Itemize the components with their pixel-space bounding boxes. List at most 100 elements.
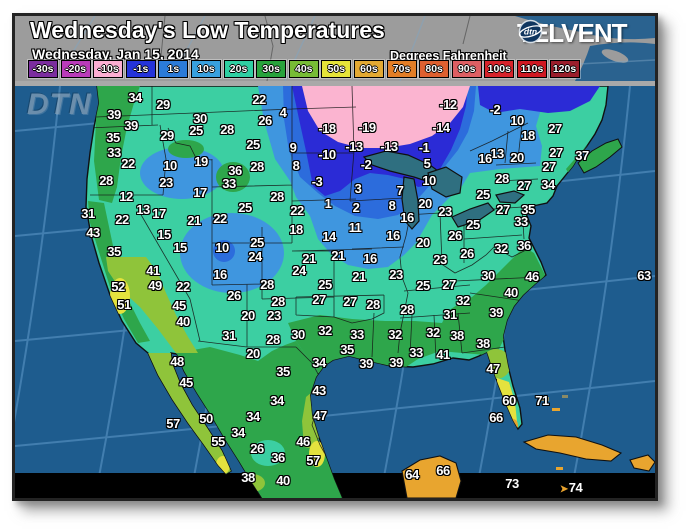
temp-label: 34 bbox=[231, 424, 245, 440]
temp-label: 21 bbox=[302, 250, 316, 266]
temp-label: 39 bbox=[124, 117, 138, 133]
temp-label: 31 bbox=[443, 306, 457, 322]
temp-label: 29 bbox=[156, 96, 170, 112]
temp-label: 9 bbox=[289, 139, 297, 155]
temp-label: 32 bbox=[318, 322, 332, 338]
temp-label: 33 bbox=[409, 344, 423, 360]
temp-label: 18 bbox=[289, 221, 303, 237]
temp-label: 37 bbox=[575, 147, 589, 163]
temp-label: 41 bbox=[146, 262, 160, 278]
temp-label: 38 bbox=[476, 335, 490, 351]
temp-label: 20 bbox=[241, 307, 255, 323]
temp-label: 26 bbox=[250, 440, 264, 456]
map-svg bbox=[15, 86, 655, 498]
temp-label: 32 bbox=[388, 326, 402, 342]
temp-label: 14 bbox=[322, 228, 336, 244]
temp-label: 63 bbox=[637, 267, 651, 283]
temp-label: 25 bbox=[250, 234, 264, 250]
temp-label: 33 bbox=[107, 144, 121, 160]
temp-label: 51 bbox=[117, 296, 131, 312]
temp-label: 27 bbox=[549, 144, 563, 160]
temp-label: 34 bbox=[246, 408, 260, 424]
temp-label: 26 bbox=[227, 287, 241, 303]
temp-label: 25 bbox=[476, 186, 490, 202]
temp-label: 57 bbox=[166, 415, 180, 431]
legend-item-30s: 30s bbox=[256, 60, 287, 78]
legend-item-110s: 110s bbox=[516, 60, 547, 78]
units-label: Degrees Fahrenheit bbox=[390, 49, 507, 63]
map-frame: Wednesday's Low Temperatures Wednesday, … bbox=[12, 13, 658, 501]
temp-label: 25 bbox=[416, 277, 430, 293]
temp-label: 22 bbox=[252, 91, 266, 107]
temp-label: 28 bbox=[270, 188, 284, 204]
temp-label: 33 bbox=[350, 326, 364, 342]
temperature-labels-layer: 34 29 22 39 30 26 39 28 25 29 35 25 33 19 22 10 28 36 28 23… bbox=[15, 86, 655, 498]
legend-item-40s: 40s bbox=[288, 60, 319, 78]
temp-label: -2 bbox=[489, 101, 501, 117]
temp-label: 38 bbox=[450, 327, 464, 343]
temp-label: 28 bbox=[495, 170, 509, 186]
temp-label: 39 bbox=[107, 106, 121, 122]
temp-label: -14 bbox=[432, 119, 450, 135]
temp-label: 22 bbox=[290, 202, 304, 218]
legend-item--10s: -10s bbox=[93, 60, 124, 78]
temp-label: 45 bbox=[172, 297, 186, 313]
temp-label: 21 bbox=[187, 212, 201, 228]
legend-item--1s: -1s bbox=[125, 60, 156, 78]
temp-label: -13 bbox=[345, 138, 363, 154]
legend-item-70s: 70s bbox=[386, 60, 417, 78]
temp-label: 60 bbox=[502, 392, 516, 408]
telvent-logo: TELVENT dtn bbox=[517, 18, 628, 49]
temp-label: 35 bbox=[521, 201, 535, 217]
temp-label: 43 bbox=[86, 224, 100, 240]
temp-label: 45 bbox=[179, 374, 193, 390]
temp-label: 52 bbox=[111, 278, 125, 294]
temp-label: 18 bbox=[521, 127, 535, 143]
temp-label: 28 bbox=[260, 276, 274, 292]
legend-item-100s: 100s bbox=[484, 60, 515, 78]
temp-label: 23 bbox=[389, 266, 403, 282]
temp-label: 8 bbox=[388, 197, 396, 213]
temp-label: 41 bbox=[436, 346, 450, 362]
temp-label: 34 bbox=[541, 176, 555, 192]
temp-label: 57 bbox=[306, 452, 320, 468]
legend-item-120s: 120s bbox=[549, 60, 580, 78]
legend-item--20s: -20s bbox=[60, 60, 91, 78]
temp-label: 50 bbox=[199, 410, 213, 426]
temp-label: 25 bbox=[466, 216, 480, 232]
temp-label: 16 bbox=[400, 209, 414, 225]
temp-label: 27 bbox=[517, 177, 531, 193]
temp-label: 3 bbox=[354, 180, 362, 196]
temp-label: ➤74 bbox=[559, 479, 583, 495]
temp-label: 8 bbox=[292, 157, 300, 173]
temp-label: 31 bbox=[222, 327, 236, 343]
temp-label: 16 bbox=[386, 227, 400, 243]
temp-label: 36 bbox=[271, 449, 285, 465]
temp-label: 28 bbox=[271, 293, 285, 309]
temp-label: 38 bbox=[241, 469, 255, 485]
header: Wednesday's Low Temperatures Wednesday, … bbox=[15, 16, 655, 86]
temp-label: 49 bbox=[148, 277, 162, 293]
temp-label: 20 bbox=[510, 149, 524, 165]
temp-label: -2 bbox=[360, 156, 372, 172]
temp-label: 55 bbox=[211, 433, 225, 449]
state-borders bbox=[87, 86, 541, 464]
temp-label: -12 bbox=[439, 96, 457, 112]
temp-label: 27 bbox=[542, 158, 556, 174]
temp-label: 10 bbox=[163, 157, 177, 173]
temp-label: 25 bbox=[318, 276, 332, 292]
temp-label: 47 bbox=[486, 360, 500, 376]
temp-label: 28 bbox=[266, 331, 280, 347]
temp-label: 27 bbox=[442, 276, 456, 292]
temp-label: -19 bbox=[358, 119, 376, 135]
temp-label: 34 bbox=[270, 392, 284, 408]
temp-label: 43 bbox=[312, 382, 326, 398]
temp-label: 28 bbox=[366, 296, 380, 312]
temp-label: 22 bbox=[213, 210, 227, 226]
temp-label: 23 bbox=[438, 203, 452, 219]
temp-label: 10 bbox=[510, 112, 524, 128]
temp-label: 21 bbox=[331, 247, 345, 263]
dtn-watermark: DTN bbox=[27, 88, 92, 121]
temp-label: -18 bbox=[318, 120, 336, 136]
